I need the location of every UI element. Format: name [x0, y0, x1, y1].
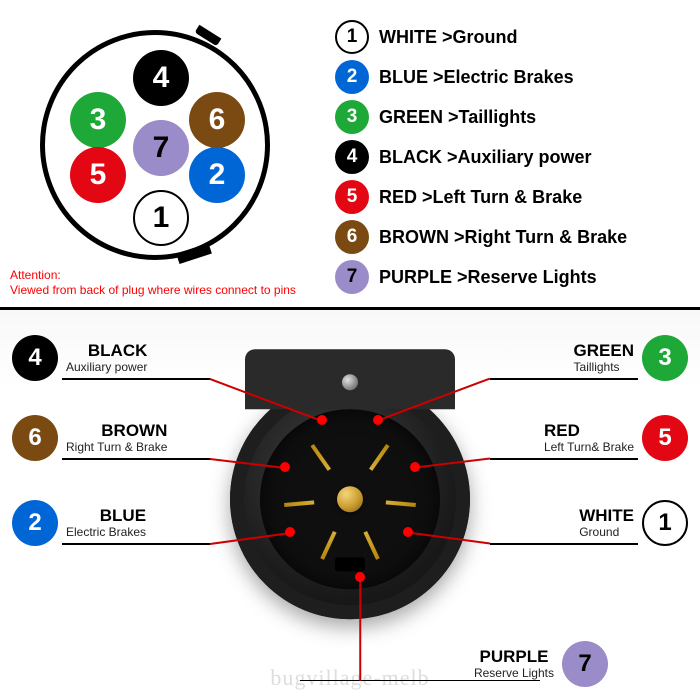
legend-row-2: 2 BLUE >Electric Brakes	[335, 60, 665, 94]
indicator-dot-6	[280, 462, 290, 472]
callout-circle-5: 5	[642, 415, 688, 461]
callout-text-7: PURPLEReserve Lights	[474, 648, 554, 680]
attention-text: Viewed from back of plug where wires con…	[10, 283, 296, 297]
callout-circle-6: 6	[12, 415, 58, 461]
callout-circle-2: 2	[12, 500, 58, 546]
callout-text-1: WHITEGround	[579, 507, 634, 539]
legend-circle-5: 5	[335, 180, 369, 214]
diagram-pin-1: 1	[133, 190, 189, 246]
callout-text-2: BLUEElectric Brakes	[66, 507, 146, 539]
legend-text-7: PURPLE >Reserve Lights	[379, 267, 597, 288]
callout-circle-1: 1	[642, 500, 688, 546]
legend-circle-2: 2	[335, 60, 369, 94]
indicator-dot-1	[403, 527, 413, 537]
plug-blade-4	[386, 500, 416, 507]
legend-row-1: 1 WHITE >Ground	[335, 20, 665, 54]
leader-line-7	[359, 578, 361, 681]
plug-body	[230, 379, 470, 619]
connector-diagram: 12 345 67	[40, 30, 270, 260]
legend-text-4: BLACK >Auxiliary power	[379, 147, 592, 168]
diagram-pin-2: 2	[189, 147, 245, 203]
legend-text-5: RED >Left Turn & Brake	[379, 187, 582, 208]
indicator-dot-2	[285, 527, 295, 537]
callout-circle-7: 7	[562, 641, 608, 687]
callout-underline-4	[62, 378, 210, 380]
legend-row-6: 6 BROWN >Right Turn & Brake	[335, 220, 665, 254]
diagram-pin-6: 6	[189, 92, 245, 148]
callout-text-3: GREENTaillights	[574, 342, 634, 374]
bottom-section: bugvillage-melb 4BLACKAuxiliary power 6BR…	[0, 310, 700, 697]
legend-circle-7: 7	[335, 260, 369, 294]
callout-underline-2	[62, 543, 210, 545]
callout-underline-6	[62, 458, 210, 460]
attention-note: Attention: Viewed from back of plug wher…	[10, 268, 296, 299]
attention-label: Attention:	[10, 268, 61, 282]
callout-6: 6BROWNRight Turn & Brake	[12, 415, 167, 461]
callout-5: 5REDLeft Turn& Brake	[544, 415, 688, 461]
callout-3: 3GREENTaillights	[574, 335, 688, 381]
top-section: 1234567 1WHITE >Ground2BLUE >Electric Br…	[0, 0, 700, 310]
indicator-dot-7	[355, 572, 365, 582]
legend-circle-3: 3	[335, 100, 369, 134]
plug-blade-2	[311, 443, 331, 470]
diagram-pin-3: 3	[70, 92, 126, 148]
indicator-dot-4	[317, 415, 327, 425]
callout-text-6: BROWNRight Turn & Brake	[66, 422, 167, 454]
legend-row-7: 7 PURPLE >Reserve Lights	[335, 260, 665, 294]
plug-key-notch	[335, 557, 365, 571]
pin-legend: 1 WHITE >Ground 2 BLUE >Electric Brakes 3 GRE…	[335, 20, 665, 300]
watermark: bugvillage-melb	[270, 665, 429, 691]
diagram-pin-4: 4	[133, 50, 189, 106]
indicator-dot-5	[410, 462, 420, 472]
legend-text-6: BROWN >Right Turn & Brake	[379, 227, 627, 248]
plug-blade-1	[284, 500, 314, 507]
legend-text-1: WHITE >Ground	[379, 27, 518, 48]
callout-text-5: REDLeft Turn& Brake	[544, 422, 634, 454]
callout-underline-5	[490, 458, 638, 460]
legend-circle-6: 6	[335, 220, 369, 254]
callout-1: 1WHITEGround	[579, 500, 688, 546]
callout-circle-4: 4	[12, 335, 58, 381]
indicator-dot-3	[373, 415, 383, 425]
callout-underline-7	[300, 680, 540, 682]
callout-4: 4BLACKAuxiliary power	[12, 335, 147, 381]
legend-circle-4: 4	[335, 140, 369, 174]
plug-blade-5	[363, 530, 379, 559]
legend-text-3: GREEN >Taillights	[379, 107, 536, 128]
legend-text-2: BLUE >Electric Brakes	[379, 67, 574, 88]
diagram-pin-7: 7	[133, 120, 189, 176]
plug-inner-ring	[260, 409, 440, 589]
plug-screw	[342, 374, 358, 390]
diagram-pin-5: 5	[70, 147, 126, 203]
legend-row-5: 5 RED >Left Turn & Brake	[335, 180, 665, 214]
legend-row-3: 3 GREEN >Taillights	[335, 100, 665, 134]
callout-text-4: BLACKAuxiliary power	[66, 342, 147, 374]
legend-circle-1: 1	[335, 20, 369, 54]
plug-blade-3	[369, 443, 389, 470]
legend-row-4: 4 BLACK >Auxiliary power	[335, 140, 665, 174]
callout-2: 2BLUEElectric Brakes	[12, 500, 146, 546]
plug-center-pin	[337, 486, 363, 512]
callout-underline-1	[490, 543, 638, 545]
plug-blade-0	[320, 530, 336, 559]
callout-underline-3	[490, 378, 638, 380]
callout-circle-3: 3	[642, 335, 688, 381]
